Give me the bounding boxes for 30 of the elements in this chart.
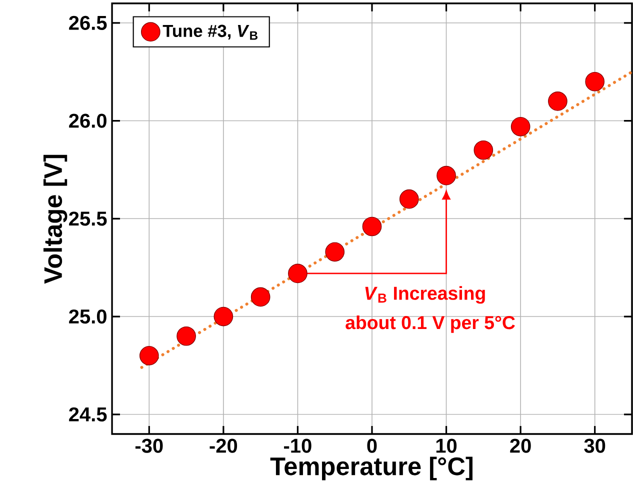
x-tick-label: -30 <box>135 438 163 453</box>
point <box>176 326 196 346</box>
point <box>474 140 494 160</box>
point <box>399 189 419 209</box>
x-tick-label: 10 <box>436 438 457 453</box>
y-tick-label: 24.5 <box>69 407 107 422</box>
x-tick-label: 20 <box>510 438 531 453</box>
point <box>214 306 234 326</box>
x-tick-label: 0 <box>367 438 377 453</box>
x-tick-label: -20 <box>210 438 238 453</box>
y-tick-label: 26.0 <box>69 114 106 128</box>
x-tick-label: -10 <box>284 438 312 453</box>
x-axis-title: Temperature [°C] <box>270 456 472 480</box>
y-tick-label: 26.5 <box>69 16 107 30</box>
point <box>288 264 308 284</box>
annotation: V$_{B}$ Increasing <box>365 286 485 304</box>
point <box>362 216 382 236</box>
legend-label: Tune #3, V$_{B}$ <box>162 24 258 40</box>
y-tick-label: 25.5 <box>69 212 107 226</box>
point <box>325 242 345 262</box>
y-tick-label: 25.0 <box>69 309 106 324</box>
x-tick-label: 30 <box>584 438 606 453</box>
point <box>250 287 270 307</box>
point <box>510 116 530 136</box>
point <box>585 72 605 92</box>
point <box>139 346 159 366</box>
y-axis-title: Voltage [V] <box>43 154 68 284</box>
point <box>436 166 456 186</box>
point <box>548 92 568 111</box>
annotation: about 0.1 V per 5°C <box>346 316 515 333</box>
